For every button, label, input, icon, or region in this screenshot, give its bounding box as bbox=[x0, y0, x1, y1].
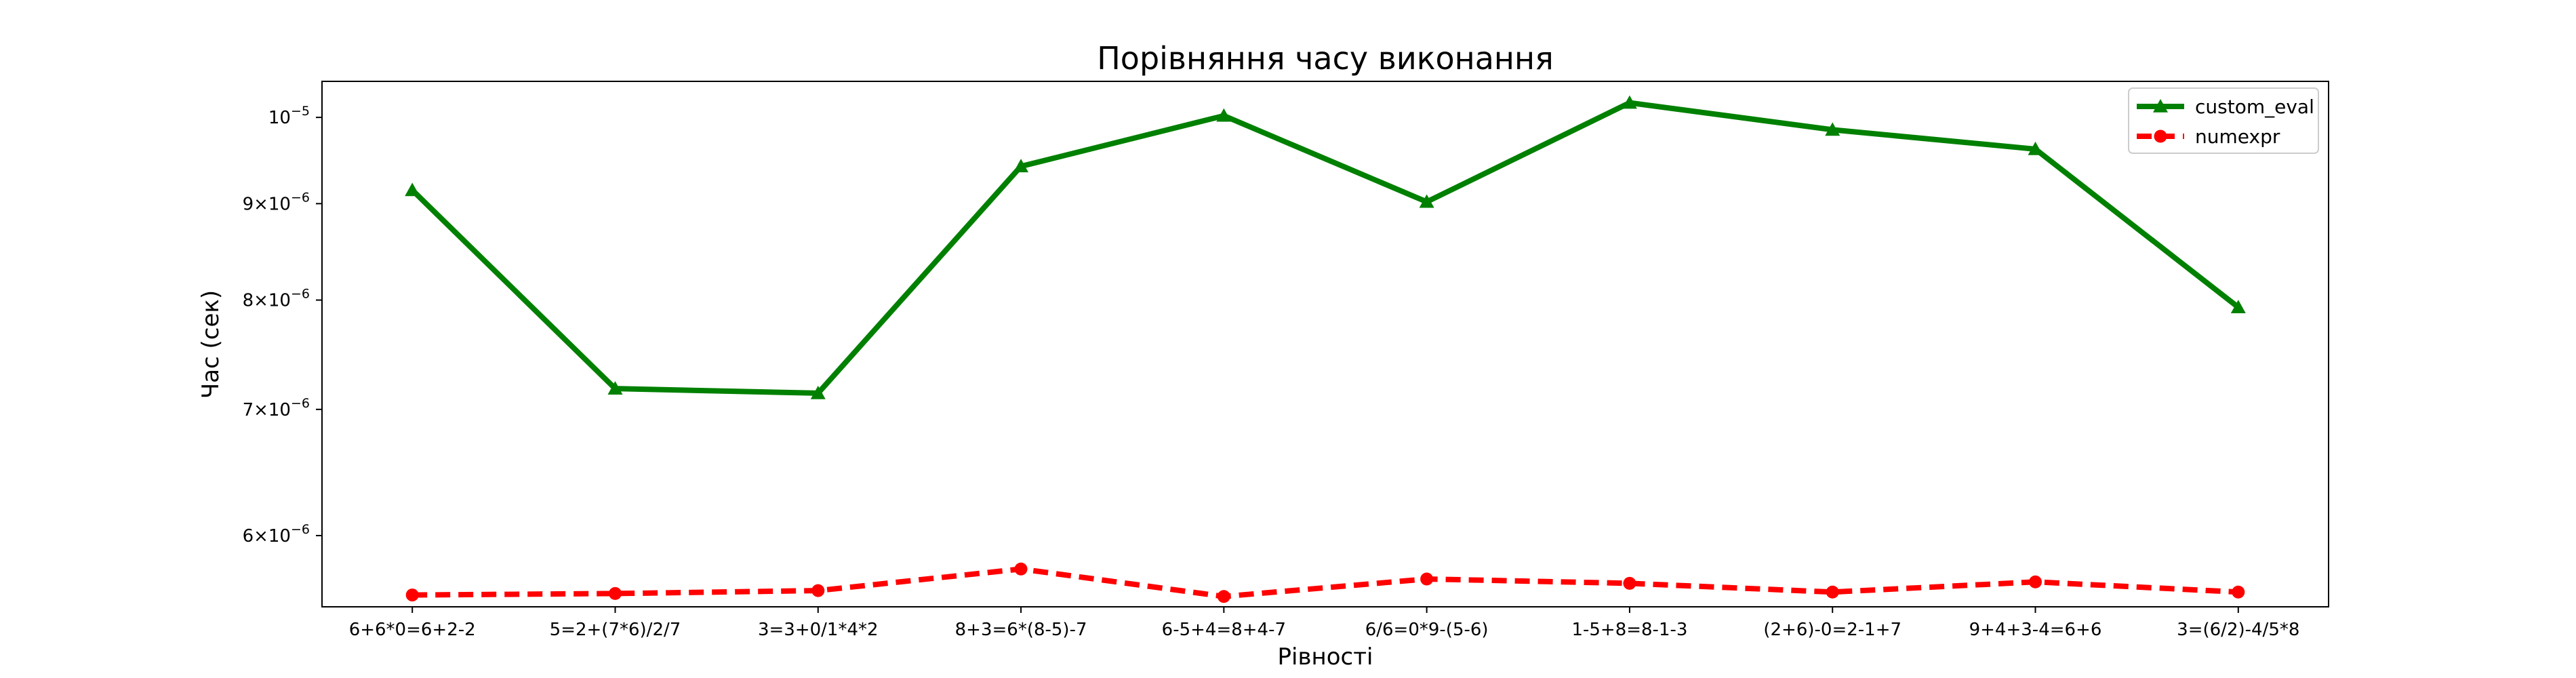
data-point bbox=[2232, 585, 2245, 599]
data-point bbox=[1420, 572, 1434, 586]
y-tick-label: 10−5 bbox=[268, 104, 310, 128]
data-point bbox=[1217, 590, 1230, 603]
data-point bbox=[1623, 576, 1636, 590]
y-tick-label: 8×10−6 bbox=[243, 287, 310, 311]
x-tick-label: 8+3=6*(8-5)-7 bbox=[955, 620, 1087, 640]
legend-label: numexpr bbox=[2195, 125, 2280, 148]
data-point bbox=[1419, 194, 1434, 208]
x-tick-label: 6+6*0=6+2-2 bbox=[349, 620, 476, 640]
data-point bbox=[1216, 108, 1232, 122]
data-point bbox=[1825, 122, 1840, 136]
data-point bbox=[2028, 141, 2043, 155]
y-axis: 10−5 9×10−6 8×10−6 7×10−6 6×10−6 bbox=[243, 104, 322, 546]
x-tick-label: 6-5+4=8+4-7 bbox=[1162, 620, 1286, 640]
x-tick-label: 3=3+0/1*4*2 bbox=[758, 620, 879, 640]
data-point bbox=[2029, 575, 2042, 589]
data-point bbox=[1013, 159, 1029, 173]
x-tick-label: 1-5+8=8-1-3 bbox=[1571, 620, 1687, 640]
x-tick-label: 3=(6/2)-4/5*8 bbox=[2177, 620, 2299, 640]
series-line-numexpr bbox=[412, 566, 2239, 599]
data-point bbox=[1826, 585, 1839, 599]
y-tick-label: 9×10−6 bbox=[243, 190, 310, 214]
x-tick-label: (2+6)-0=2-1+7 bbox=[1763, 620, 1901, 640]
data-point bbox=[811, 584, 825, 597]
data-point bbox=[607, 381, 623, 395]
y-tick-label: 7×10−6 bbox=[243, 396, 310, 420]
data-point bbox=[810, 385, 826, 399]
data-point bbox=[1622, 95, 1637, 109]
y-axis-title: Час (сек) bbox=[197, 290, 224, 399]
legend-marker bbox=[2153, 99, 2168, 113]
chart-title: Порівняння часу виконання bbox=[1097, 40, 1554, 77]
x-axis: 6+6*0=6+2-2 5=2+(7*6)/2/7 3=3+0/1*4*2 8+3=6… bbox=[349, 607, 2299, 640]
legend-marker bbox=[2154, 129, 2167, 143]
x-tick-label: 6/6=0*9-(5-6) bbox=[1365, 620, 1489, 640]
data-point bbox=[405, 589, 419, 602]
legend-label: custom_eval bbox=[2195, 96, 2314, 118]
x-tick-label: 5=2+(7*6)/2/7 bbox=[550, 620, 681, 640]
data-point bbox=[608, 586, 622, 600]
x-tick-label: 9+4+3-4=6+6 bbox=[1969, 620, 2102, 640]
data-point bbox=[405, 182, 420, 197]
plot-area bbox=[321, 81, 2329, 607]
series-layer bbox=[405, 95, 2246, 603]
x-axis-title: Рівності bbox=[1278, 643, 1373, 671]
data-point bbox=[1014, 562, 1028, 576]
data-point bbox=[2230, 300, 2246, 313]
y-tick-label: 6×10−6 bbox=[243, 522, 310, 546]
series-line-custom_eval bbox=[410, 100, 2240, 396]
